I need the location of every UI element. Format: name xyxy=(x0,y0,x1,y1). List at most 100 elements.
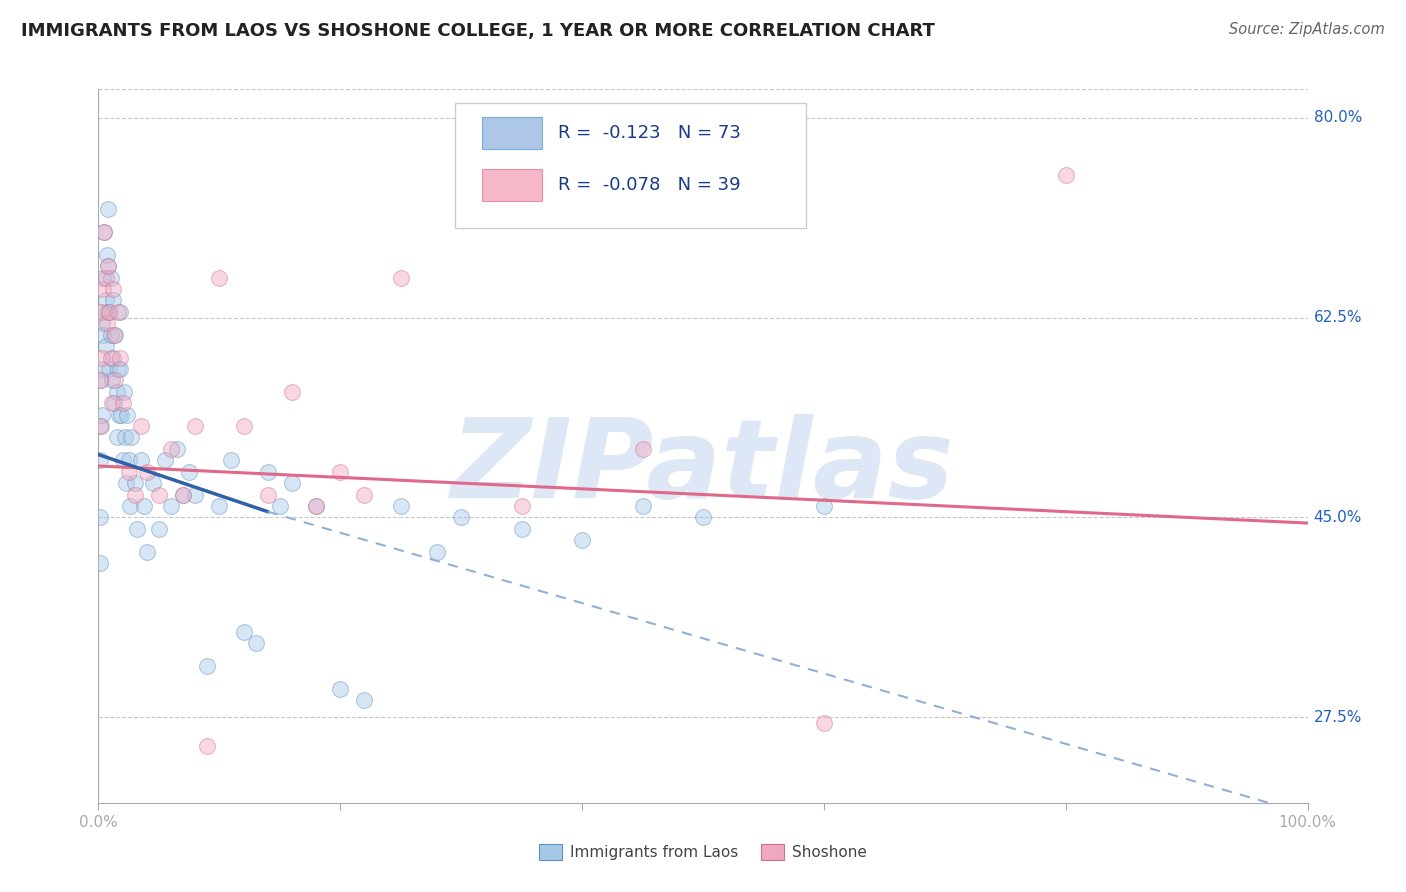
Point xyxy=(232,624,254,639)
Point xyxy=(93,225,115,239)
Point xyxy=(97,202,120,216)
Point xyxy=(256,465,278,479)
Point xyxy=(129,419,152,434)
Point xyxy=(96,305,118,319)
Point xyxy=(103,327,125,342)
Point xyxy=(148,522,170,536)
Point xyxy=(91,270,114,285)
Point xyxy=(631,442,654,456)
Point xyxy=(389,270,412,285)
Point xyxy=(107,362,129,376)
Text: R =  -0.078   N = 39: R = -0.078 N = 39 xyxy=(558,176,741,194)
Point xyxy=(329,681,352,696)
Point xyxy=(510,499,533,513)
Point xyxy=(813,715,835,730)
Text: 80.0%: 80.0% xyxy=(1313,111,1362,125)
Point xyxy=(232,419,254,434)
Point xyxy=(104,373,127,387)
Point xyxy=(90,419,112,434)
Point xyxy=(118,453,141,467)
Point xyxy=(100,327,122,342)
Point xyxy=(117,408,139,422)
Point xyxy=(281,476,304,491)
Point xyxy=(91,351,114,365)
Point xyxy=(118,499,141,513)
Point xyxy=(104,327,127,342)
Point xyxy=(1054,168,1077,182)
Point xyxy=(114,430,136,444)
Text: 45.0%: 45.0% xyxy=(1313,510,1362,524)
Point xyxy=(100,351,122,365)
Text: IMMIGRANTS FROM LAOS VS SHOSHONE COLLEGE, 1 YEAR OR MORE CORRELATION CHART: IMMIGRANTS FROM LAOS VS SHOSHONE COLLEGE… xyxy=(21,22,935,40)
Point xyxy=(108,408,131,422)
Point xyxy=(120,430,142,444)
Point xyxy=(94,339,117,353)
Point xyxy=(89,453,111,467)
Point xyxy=(160,442,183,456)
Point xyxy=(208,499,231,513)
Point xyxy=(166,442,188,456)
Text: 27.5%: 27.5% xyxy=(1313,710,1362,724)
Text: R =  -0.123   N = 73: R = -0.123 N = 73 xyxy=(558,125,741,143)
Point xyxy=(107,305,129,319)
Point xyxy=(101,351,124,365)
FancyBboxPatch shape xyxy=(482,118,543,150)
Point xyxy=(692,510,714,524)
Point xyxy=(108,362,131,376)
Point xyxy=(142,476,165,491)
Point xyxy=(91,362,114,376)
Point xyxy=(134,499,156,513)
Point xyxy=(91,316,114,330)
Point xyxy=(89,373,111,387)
Point xyxy=(813,499,835,513)
Point xyxy=(103,396,125,410)
FancyBboxPatch shape xyxy=(456,103,806,228)
Point xyxy=(105,430,128,444)
Text: 62.5%: 62.5% xyxy=(1313,310,1362,325)
Point xyxy=(100,270,122,285)
Point xyxy=(184,419,207,434)
Point xyxy=(91,327,114,342)
Point xyxy=(172,487,194,501)
Point xyxy=(97,259,120,273)
Text: Source: ZipAtlas.com: Source: ZipAtlas.com xyxy=(1229,22,1385,37)
Point xyxy=(510,522,533,536)
Point xyxy=(96,316,118,330)
Point xyxy=(389,499,412,513)
Point xyxy=(135,465,157,479)
Text: ZIPatlas: ZIPatlas xyxy=(451,414,955,521)
Point xyxy=(111,396,134,410)
Point xyxy=(153,453,176,467)
Point xyxy=(98,362,121,376)
Point xyxy=(101,282,124,296)
Point xyxy=(160,499,183,513)
Point xyxy=(101,293,124,308)
Point xyxy=(110,408,132,422)
Point xyxy=(269,499,291,513)
Point xyxy=(90,305,112,319)
Point xyxy=(305,499,328,513)
Point xyxy=(89,510,111,524)
Point xyxy=(112,384,135,399)
Point xyxy=(195,658,218,673)
Point xyxy=(98,305,121,319)
Point xyxy=(111,453,134,467)
Point xyxy=(94,270,117,285)
Point xyxy=(124,487,146,501)
Point xyxy=(195,739,218,753)
Point xyxy=(208,270,231,285)
Point xyxy=(97,259,120,273)
Point xyxy=(108,351,131,365)
Point xyxy=(91,282,114,296)
Point xyxy=(93,225,115,239)
Point xyxy=(353,487,375,501)
Point xyxy=(94,293,117,308)
Point xyxy=(221,453,243,467)
Point xyxy=(135,544,157,558)
Point xyxy=(105,384,128,399)
Point xyxy=(98,305,121,319)
Point xyxy=(124,476,146,491)
Point xyxy=(281,384,304,399)
Point xyxy=(89,556,111,570)
Point xyxy=(631,499,654,513)
